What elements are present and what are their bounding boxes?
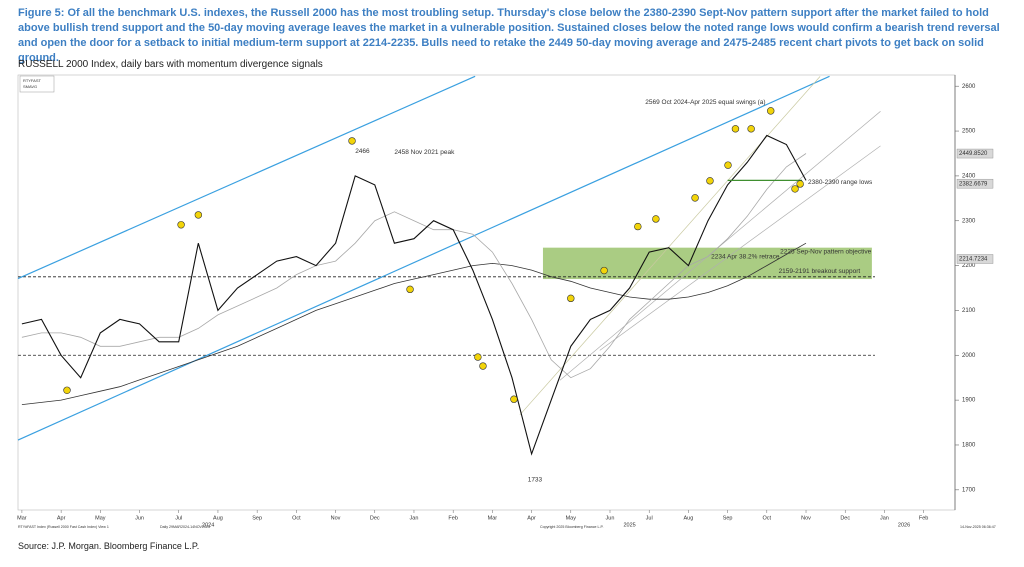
divergence-signal xyxy=(724,161,732,169)
year-label: 2026 xyxy=(898,522,910,528)
divergence-signal xyxy=(600,266,608,275)
value-note: 1733 xyxy=(528,477,543,484)
value-note: 2466 xyxy=(355,148,370,155)
x-tick-label: Jun xyxy=(606,515,615,521)
divergence-signal xyxy=(652,215,660,223)
moving-average xyxy=(21,242,807,405)
plot-frame xyxy=(17,74,956,511)
x-tick-label: Dec xyxy=(370,515,380,521)
price-tag xyxy=(956,254,994,264)
annotation: 2225 Sep-Nov pattern objective xyxy=(780,248,871,255)
trend-line xyxy=(519,76,821,416)
price-tag-label: 2449.8520 xyxy=(959,151,988,157)
x-tick-label: Sep xyxy=(723,515,733,521)
x-tick-label: Feb xyxy=(919,515,928,521)
x-tick-label: Feb xyxy=(448,515,457,521)
y-tick-label: 1700 xyxy=(962,487,976,493)
legend-label: SMAVG xyxy=(23,84,37,89)
legend-box xyxy=(19,75,55,93)
year-label: 2025 xyxy=(623,522,635,528)
x-tick-label: Jul xyxy=(646,515,653,521)
x-tick-label: Mar xyxy=(488,515,498,521)
x-tick-label: Apr xyxy=(57,515,66,521)
footer-text: RTY#FAST Index (Russell 2000 Fast Cash I… xyxy=(18,525,109,529)
y-tick-label: 2600 xyxy=(962,84,976,90)
annotation: 2159-2191 breakout support xyxy=(779,268,861,275)
y-tick-label: 2000 xyxy=(962,353,976,359)
x-tick-label: Aug xyxy=(213,515,223,521)
divergence-signal xyxy=(474,353,482,361)
x-tick-label: Oct xyxy=(763,515,772,521)
x-tick-label: Nov xyxy=(801,515,811,521)
divergence-signal xyxy=(177,221,185,229)
trend-line xyxy=(599,145,881,351)
moving-average xyxy=(21,153,807,379)
divergence-signal xyxy=(348,137,356,145)
x-tick-label: Aug xyxy=(684,515,694,521)
divergence-signal xyxy=(634,222,642,231)
x-tick-label: Jun xyxy=(135,515,144,521)
x-tick-label: Mar xyxy=(17,515,27,521)
x-tick-label: Jan xyxy=(880,515,889,521)
y-tick-label: 2100 xyxy=(962,308,976,314)
y-tick-label: 1900 xyxy=(962,398,976,404)
trend-line xyxy=(17,75,476,280)
divergence-signal xyxy=(691,194,699,202)
price-line xyxy=(21,134,807,456)
x-tick-label: Jan xyxy=(410,515,419,521)
trend-line xyxy=(17,75,830,441)
annotation: 2458 Nov 2021 peak xyxy=(394,149,455,156)
x-tick-label: Dec xyxy=(840,515,850,521)
year-label: 2024 xyxy=(202,522,214,528)
divergence-signal xyxy=(747,125,755,133)
x-tick-label: Jul xyxy=(175,515,182,521)
annotation: 2380-2390 range lows xyxy=(808,179,873,186)
x-tick-label: May xyxy=(95,515,106,521)
source-note: Source: J.P. Morgan. Bloomberg Finance L… xyxy=(18,541,200,551)
y-tick-label: 2300 xyxy=(962,218,976,224)
price-tag xyxy=(956,178,994,189)
chart-subtitle: RUSSELL 2000 Index, daily bars with mome… xyxy=(18,59,323,70)
divergence-signal xyxy=(406,285,414,294)
x-tick-label: May xyxy=(566,515,577,521)
support-zone xyxy=(542,247,872,280)
chart-title: Figure 5: Of all the benchmark U.S. inde… xyxy=(18,7,1000,64)
footer-text: 14-Nov-2025 06:36:47 xyxy=(960,525,996,529)
x-tick-label: Nov xyxy=(331,515,341,521)
divergence-signal xyxy=(479,362,487,370)
divergence-signal xyxy=(510,395,518,403)
x-tick-label: Sep xyxy=(252,515,262,521)
price-tag-label: 2382.6679 xyxy=(959,181,988,187)
footer-text: Copyright 2025 Bloomberg Finance L.P. xyxy=(540,525,604,529)
divergence-signal xyxy=(63,386,71,394)
price-tag xyxy=(956,148,994,159)
footer-text: Daily 29MAR2024-14NOV2025 xyxy=(160,525,210,529)
divergence-signal xyxy=(567,294,575,303)
divergence-signal xyxy=(796,180,804,188)
divergence-signal xyxy=(791,185,799,193)
legend-label: RTYFAST xyxy=(23,78,41,83)
price-tag-label: 2214.7234 xyxy=(959,257,988,263)
divergence-signal xyxy=(731,125,740,133)
y-tick-label: 1800 xyxy=(962,443,976,449)
divergence-signal xyxy=(767,107,775,115)
divergence-signal xyxy=(706,177,714,185)
divergence-signal xyxy=(194,211,203,219)
y-tick-label: 2500 xyxy=(962,129,976,135)
x-tick-label: Oct xyxy=(292,515,301,521)
annotation: 2234 Apr 38.2% retrace xyxy=(711,253,780,260)
annotation: 2569 Oct 2024-Apr 2025 equal swings (a) xyxy=(645,99,765,106)
y-tick-label: 2200 xyxy=(962,263,976,269)
x-tick-label: Apr xyxy=(527,515,536,521)
y-tick-label: 2400 xyxy=(962,173,976,179)
